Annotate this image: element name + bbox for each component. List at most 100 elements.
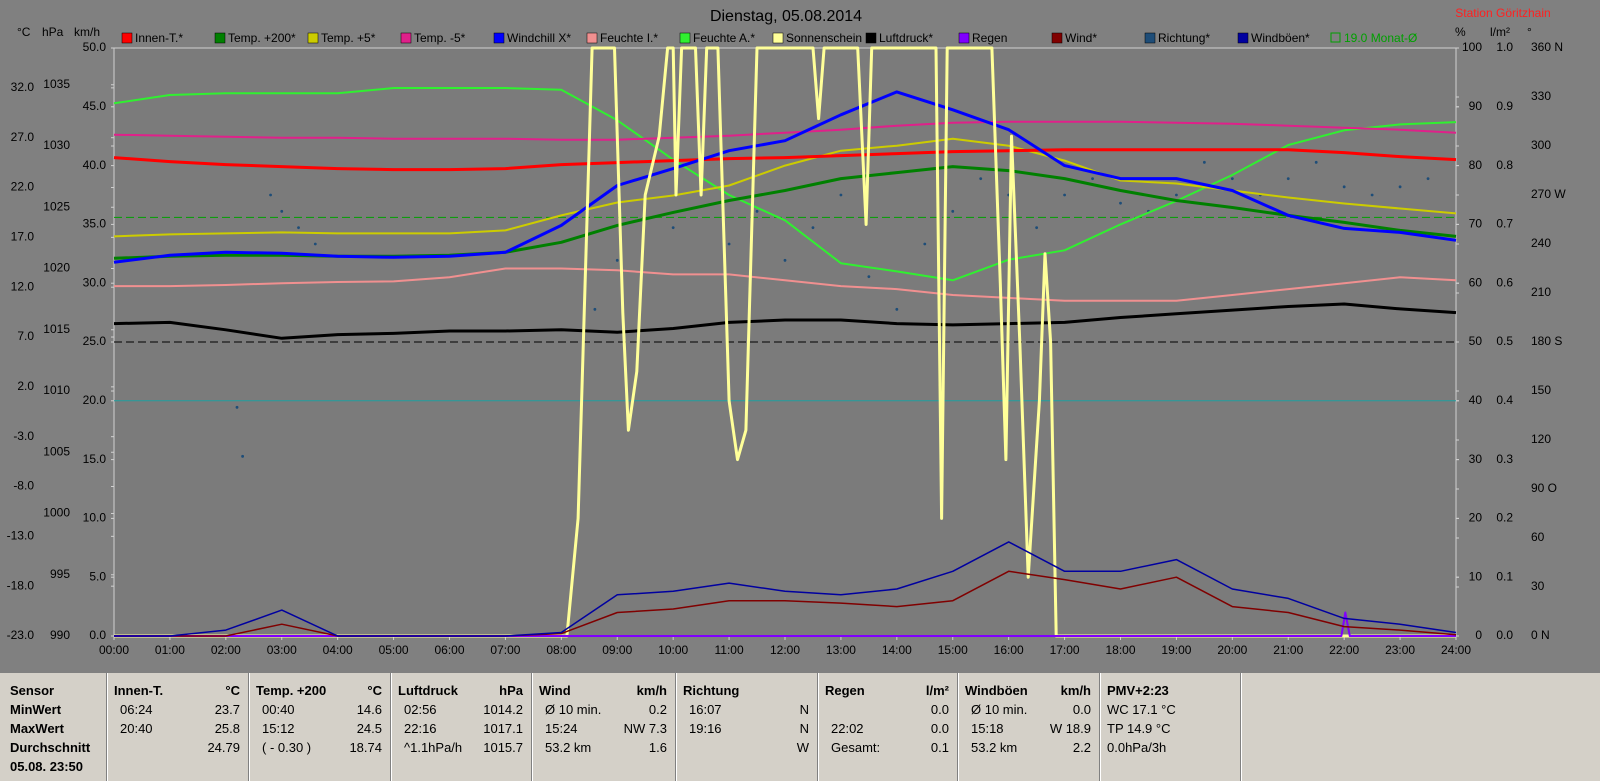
table-cell: ( - 0.30 )	[262, 740, 312, 755]
x-tick-label: 08:00	[546, 643, 576, 657]
direction-dot	[313, 242, 317, 246]
y-tick-label: 240	[1531, 236, 1551, 250]
y-tick-label: 0.6	[1496, 275, 1513, 289]
legend-label: Wind*	[1065, 31, 1097, 45]
series-line	[113, 120, 1457, 141]
direction-dot	[811, 226, 815, 230]
table-cell: N	[799, 721, 809, 736]
x-tick-label: 22:00	[1329, 643, 1359, 657]
table-cell: 24.5	[356, 721, 382, 736]
series-line	[114, 541, 1457, 637]
direction-dot	[1119, 201, 1122, 205]
table-cell: 0.1	[930, 740, 949, 755]
x-tick-label: 20:00	[1217, 643, 1247, 657]
x-tick-label: 00:00	[99, 643, 129, 657]
table-cell: 0.0	[930, 702, 949, 717]
direction-dot	[1035, 226, 1039, 230]
legend-swatch	[1051, 32, 1063, 44]
legend-label: Regen	[972, 31, 1007, 45]
x-tick-label: 03:00	[267, 643, 297, 657]
legend-swatch	[1144, 32, 1156, 44]
x-tick-label: 01:00	[155, 643, 185, 657]
direction-dot	[1342, 185, 1346, 189]
direction-dot	[923, 242, 927, 246]
legend-label: Windchill X*	[507, 31, 571, 45]
table-cell: 02:56	[404, 702, 437, 717]
y-tick-label: 0.4	[1496, 393, 1513, 407]
direction-dot	[1091, 177, 1094, 181]
table-cell: WC 17.1 °C	[1107, 702, 1176, 717]
y-tick-label: 150	[1531, 383, 1551, 397]
y-tick-label: 0.2	[1496, 511, 1513, 525]
y-tick-label: 22.0	[11, 180, 35, 194]
table-cell: 53.2 km	[545, 740, 592, 755]
stats-table: Sensor MinWert MaxWert Durchschnitt 05.08. 2…	[0, 673, 1600, 781]
column-separator	[1240, 673, 1242, 781]
table-cell: 53.2 km	[971, 740, 1018, 755]
legend-swatch	[772, 32, 784, 44]
table-cell: Windböen	[965, 683, 1028, 698]
direction-dot	[979, 177, 983, 181]
legend-swatch	[586, 32, 598, 44]
table-cell: 00:40	[262, 702, 295, 717]
table-cell: NW 7.3	[623, 721, 667, 736]
direction-dot	[269, 193, 272, 197]
legend-swatch	[214, 32, 226, 44]
direction-dot	[895, 307, 899, 311]
legend-swatch	[493, 32, 505, 44]
chart-title: Dienstag, 05.08.2014	[710, 8, 862, 25]
axis-unit: %	[1455, 25, 1466, 39]
y-tick-label: 10	[1469, 569, 1483, 583]
table-cell: hPa	[499, 683, 523, 698]
legend-label: Feuchte I.*	[600, 31, 658, 45]
y-tick-label: 1035	[43, 77, 70, 91]
legend-swatch	[865, 32, 877, 44]
x-tick-label: 06:00	[434, 643, 464, 657]
table-cell: 0.0	[930, 721, 949, 736]
direction-dot	[839, 193, 843, 197]
table-cell: Wind	[539, 683, 571, 698]
table-cell: ^1.1hPa/h	[404, 740, 463, 755]
column-separator	[1099, 673, 1101, 781]
y-tick-label: 1000	[43, 506, 70, 520]
x-tick-label: 09:00	[602, 643, 632, 657]
legend-swatch	[1237, 32, 1249, 44]
y-tick-label: 120	[1531, 432, 1551, 446]
series-line	[114, 46, 1456, 638]
x-tick-label: 19:00	[1161, 643, 1191, 657]
y-tick-label: 5.0	[89, 569, 106, 583]
direction-dot	[1175, 193, 1178, 197]
y-tick-label: 0.8	[1496, 158, 1513, 172]
direction-dot	[297, 226, 300, 230]
table-cell: 06:24	[120, 702, 153, 717]
table-cell: 1014.2	[483, 702, 523, 717]
station-name: Station Göritzhain	[1455, 6, 1550, 20]
table-cell: Ø 10 min.	[971, 702, 1028, 717]
y-tick-label: 20.0	[83, 393, 107, 407]
y-tick-label: 1025	[43, 199, 70, 213]
y-tick-label: 90	[1469, 99, 1483, 113]
y-tick-label: 300	[1531, 138, 1551, 152]
x-tick-label: 15:00	[938, 643, 968, 657]
table-cell: 18.74	[349, 740, 382, 755]
table-cell: 2.2	[1072, 740, 1091, 755]
table-cell: Gesamt:	[831, 740, 881, 755]
direction-dot	[1398, 185, 1402, 189]
y-tick-label: 1010	[43, 383, 70, 397]
series-line	[113, 148, 1457, 172]
column-separator	[957, 673, 959, 781]
x-tick-label: 04:00	[323, 643, 353, 657]
column-separator	[675, 673, 677, 781]
y-tick-label: 50	[1469, 334, 1483, 348]
chart: Dienstag, 05.08.2014 Station Göritzhain …	[6, 6, 1567, 658]
y-tick-label: 32.0	[11, 80, 35, 94]
y-tick-label: 270 W	[1531, 187, 1566, 201]
table-cell: 0.2	[648, 702, 667, 717]
x-tick-label: 24:00	[1441, 643, 1471, 657]
table-cell: Temp. +200	[256, 683, 327, 698]
table-cell: 15:24	[545, 721, 578, 736]
y-tick-label: 0.9	[1496, 99, 1513, 113]
y-tick-label: 330	[1531, 89, 1551, 103]
y-tick-label: 0 N	[1531, 628, 1550, 642]
